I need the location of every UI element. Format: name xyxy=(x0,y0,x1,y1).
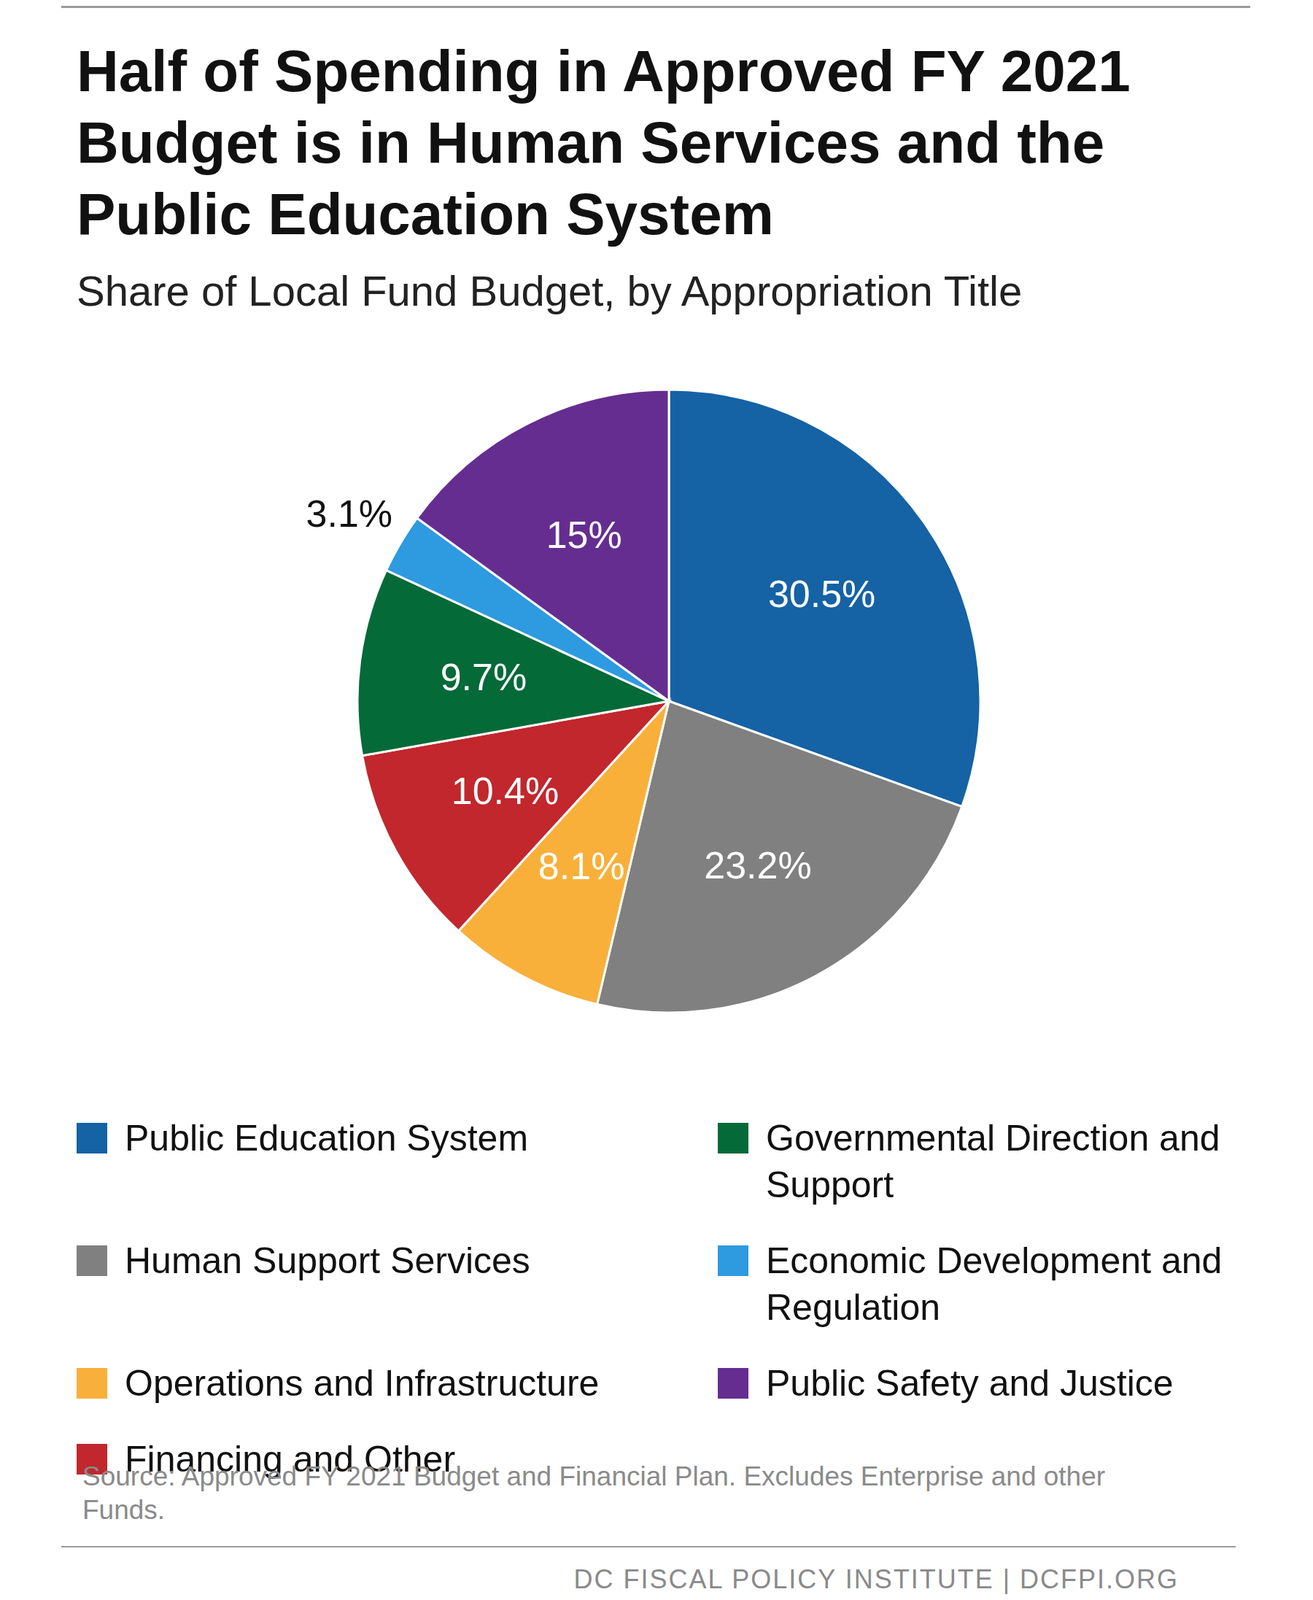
html-text:DC FISCAL POLICY INSTITUTE | D: DC FISCAL POLICY INSTITUTE | DCFPI.ORG xyxy=(573,1563,1179,1594)
html-text:Public Education System: Public Education System xyxy=(124,1117,529,1159)
svg-text:3.1%: 3.1% xyxy=(306,492,394,535)
svg-text:15%: 15% xyxy=(546,513,623,556)
html-text:Source: Approved FY 2021 Budge: Source: Approved FY 2021 Budget and Fina… xyxy=(82,1461,1106,1525)
html-text:Operations and Infrastructure: Operations and Infrastructure xyxy=(124,1362,600,1404)
html-text:Human Support Services: Human Support Services xyxy=(124,1240,531,1281)
svg-text:8.1%: 8.1% xyxy=(538,844,626,888)
html-text:Share of Local Fund Budget, by: Share of Local Fund Budget, by Appropria… xyxy=(76,266,1023,315)
html-text:Financing and Other: Financing and Other xyxy=(124,1438,456,1480)
svg-text:23.2%: 23.2% xyxy=(703,843,812,887)
html-text:Half of Spending in Approved F: Half of Spending in Approved FY 2021 Bud… xyxy=(76,38,1131,247)
svg-text:30.5%: 30.5% xyxy=(768,572,876,615)
html-text:Economic Development and Regul: Economic Development and Regulation xyxy=(765,1240,1223,1328)
html-text:Governmental Direction and Sup: Governmental Direction and Support xyxy=(765,1117,1220,1206)
svg-text:10.4%: 10.4% xyxy=(451,769,559,812)
svg-text:9.7%: 9.7% xyxy=(440,655,528,699)
html-text:Public Safety and Justice: Public Safety and Justice xyxy=(765,1362,1174,1404)
